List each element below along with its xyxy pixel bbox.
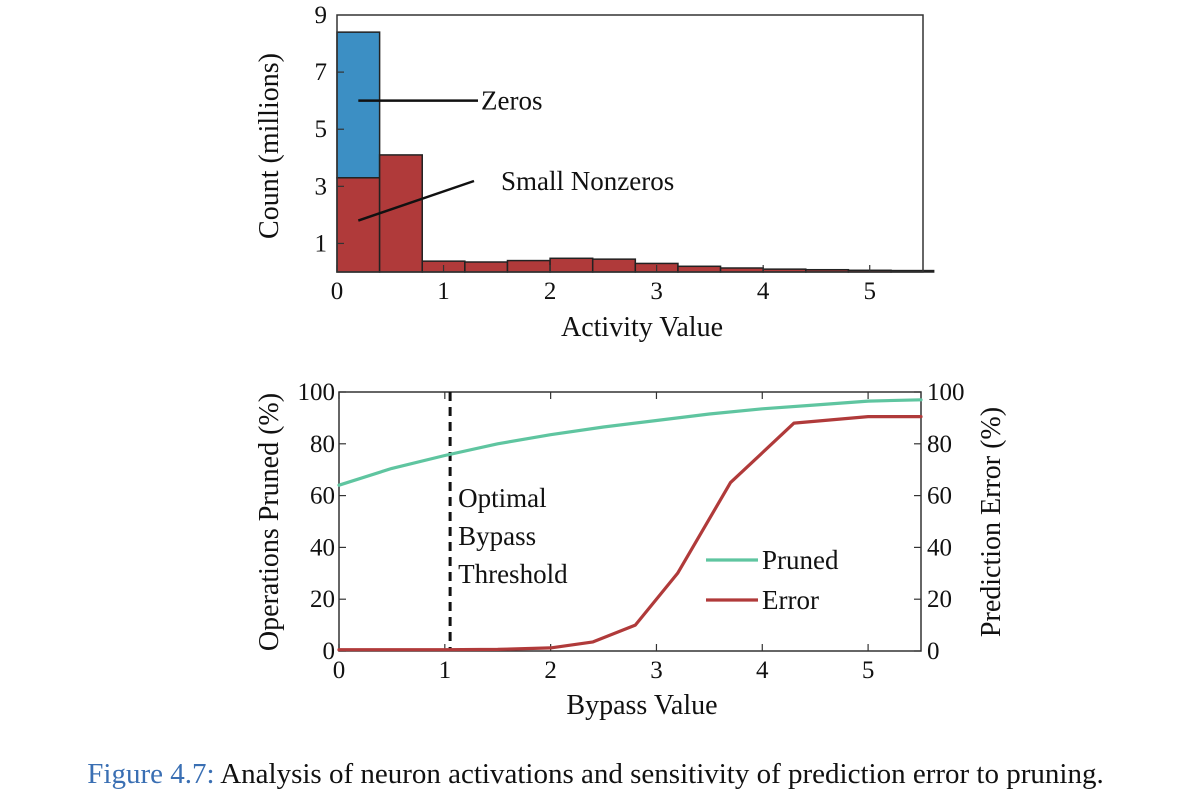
histogram-bar-nonzeros	[464, 261, 509, 273]
top-x-tick-label: 4	[757, 278, 770, 305]
top-y-tick-label: 9	[315, 2, 328, 29]
bottom-x-tick-label: 2	[544, 657, 557, 684]
bottom-x-tick-label: 0	[333, 657, 346, 684]
threshold-label-line: Optimal	[458, 483, 547, 513]
series-line-error	[337, 415, 923, 652]
small-nonzeros-annotation: Small Nonzeros	[501, 166, 674, 196]
histogram-bar-nonzeros	[549, 257, 594, 273]
left-y-tick-label: 80	[310, 431, 335, 458]
histogram-bar-nonzeros	[677, 265, 722, 273]
figure-caption: Figure 4.7: Analysis of neuron activatio…	[0, 758, 1191, 791]
histogram-bar-nonzeros	[336, 177, 381, 273]
top-x-axis-label: Activity Value	[561, 312, 723, 343]
top-x-tick-label: 1	[437, 278, 450, 305]
bottom-x-tick-label: 5	[862, 657, 875, 684]
top-x-tick-label: 0	[331, 278, 344, 305]
right-y-tick-label: 40	[927, 534, 952, 561]
bottom-x-tick-label: 4	[756, 657, 769, 684]
small-nonzeros-pointer-line	[357, 179, 475, 222]
top-y-tick-label: 1	[315, 230, 328, 257]
top-plot-frame	[336, 14, 924, 273]
histogram-bar-zeros	[336, 31, 381, 179]
top-y-tick-label: 7	[315, 59, 328, 86]
left-y-tick-label: 20	[310, 586, 335, 613]
histogram-bar-nonzeros	[378, 154, 423, 273]
caption-text: Analysis of neuron activations and sensi…	[214, 758, 1104, 790]
left-y-tick-label: 0	[323, 638, 336, 665]
legend-label-error: Error	[762, 585, 819, 615]
left-y-tick-label: 60	[310, 483, 335, 510]
caption-figure-ref: Figure 4.7:	[87, 758, 215, 790]
left-y-tick-label: 40	[310, 534, 335, 561]
top-y-tick-label: 5	[315, 116, 328, 143]
histogram-bar-nonzeros	[506, 259, 551, 273]
histogram-bar-nonzeros	[591, 258, 637, 273]
bottom-x-tick-label: 1	[439, 657, 452, 684]
left-y-axis-label: Operations Pruned (%)	[254, 393, 285, 651]
right-y-tick-label: 60	[927, 483, 952, 510]
right-y-tick-label: 100	[927, 379, 965, 406]
right-y-tick-label: 80	[927, 431, 952, 458]
right-y-tick-label: 20	[927, 586, 952, 613]
top-x-tick-label: 2	[544, 278, 557, 305]
top-y-axis-label: Count (millions)	[254, 53, 285, 239]
legend-label-pruned: Pruned	[762, 545, 839, 575]
series-line-pruned	[337, 398, 923, 487]
bottom-x-axis-label: Bypass Value	[566, 690, 717, 721]
right-y-axis-label: Prediction Error (%)	[976, 407, 1007, 637]
zeros-annotation: Zeros	[481, 86, 542, 116]
top-x-tick-label: 3	[650, 278, 663, 305]
left-y-tick-label: 100	[298, 379, 336, 406]
bottom-plot-frame	[338, 391, 922, 652]
threshold-label-line: Threshold	[458, 559, 568, 589]
top-x-tick-label: 5	[863, 278, 876, 305]
bottom-x-tick-label: 3	[650, 657, 663, 684]
top-y-tick-label: 3	[315, 173, 328, 200]
right-y-tick-label: 0	[927, 638, 940, 665]
threshold-label-line: Bypass	[458, 521, 536, 551]
